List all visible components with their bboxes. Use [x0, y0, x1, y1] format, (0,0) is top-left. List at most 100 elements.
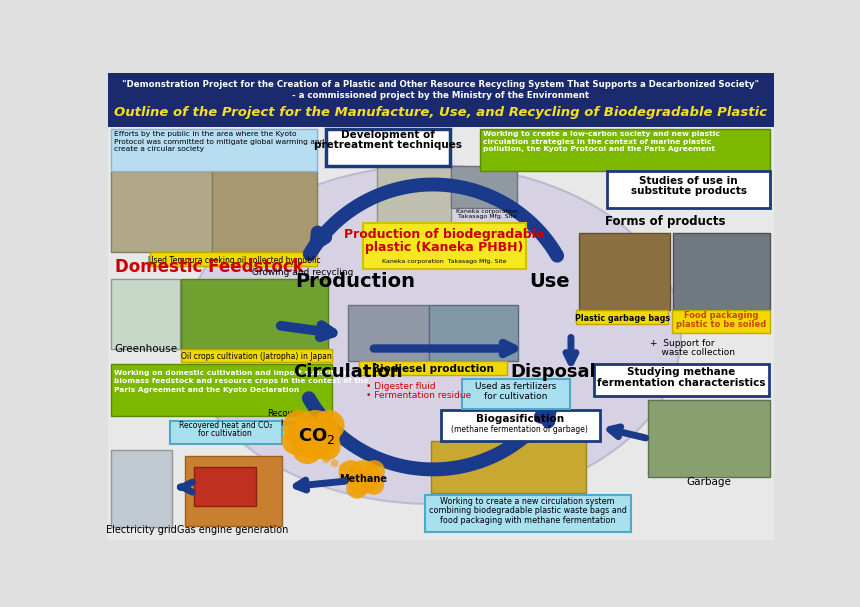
FancyBboxPatch shape	[108, 127, 774, 540]
Text: Circulation: Circulation	[293, 363, 402, 381]
FancyBboxPatch shape	[594, 364, 769, 396]
Text: Plastic garbage bags: Plastic garbage bags	[574, 314, 670, 323]
FancyBboxPatch shape	[194, 467, 256, 506]
Circle shape	[322, 455, 330, 463]
Circle shape	[356, 471, 364, 479]
Text: Kaneka corporation: Kaneka corporation	[457, 209, 518, 214]
Text: Development of: Development of	[341, 129, 435, 140]
FancyBboxPatch shape	[112, 279, 180, 348]
Text: Forms of products: Forms of products	[605, 215, 726, 228]
Text: Working to create a low-carbon society and new plastic: Working to create a low-carbon society a…	[482, 131, 720, 137]
Circle shape	[282, 427, 310, 455]
FancyBboxPatch shape	[451, 166, 517, 208]
FancyBboxPatch shape	[480, 129, 770, 171]
FancyBboxPatch shape	[579, 233, 670, 310]
Text: Used Tempura cooking oil collected by public: Used Tempura cooking oil collected by pu…	[148, 256, 320, 265]
FancyBboxPatch shape	[429, 305, 519, 361]
FancyBboxPatch shape	[363, 223, 526, 269]
FancyBboxPatch shape	[347, 305, 429, 361]
Text: waste collection: waste collection	[650, 348, 735, 357]
FancyBboxPatch shape	[112, 450, 172, 527]
Text: Protocol was committed to mitigate global warming and: Protocol was committed to mitigate globa…	[114, 138, 324, 144]
FancyBboxPatch shape	[673, 233, 770, 310]
Text: circulation strategies in the context of marine plastic: circulation strategies in the context of…	[482, 138, 711, 144]
Text: Oil crops cultivation (Jatropha) in Japan: Oil crops cultivation (Jatropha) in Japa…	[181, 353, 332, 362]
FancyBboxPatch shape	[425, 495, 630, 532]
Text: (methane fermentation of garbage): (methane fermentation of garbage)	[452, 426, 588, 435]
Text: plastic (Kaneka PHBH): plastic (Kaneka PHBH)	[366, 241, 524, 254]
FancyBboxPatch shape	[169, 421, 282, 444]
Text: Food packaging: Food packaging	[684, 311, 759, 320]
Text: Kaneka corporation  Takasago Mfg. Site: Kaneka corporation Takasago Mfg. Site	[383, 259, 507, 264]
FancyBboxPatch shape	[185, 456, 282, 526]
Text: Working to create a new circulation system: Working to create a new circulation syst…	[440, 497, 615, 506]
Text: Biogasification: Biogasification	[476, 413, 564, 424]
Text: plastic to be soiled: plastic to be soiled	[676, 320, 766, 329]
Circle shape	[339, 460, 363, 485]
FancyBboxPatch shape	[462, 379, 570, 409]
FancyBboxPatch shape	[440, 410, 599, 441]
Circle shape	[283, 410, 316, 444]
Text: combining biodegradable plastic waste bags and: combining biodegradable plastic waste ba…	[428, 506, 626, 515]
Circle shape	[331, 459, 339, 467]
Circle shape	[314, 410, 345, 441]
Text: Efforts by the public in the area where the Kyoto: Efforts by the public in the area where …	[114, 131, 296, 137]
FancyBboxPatch shape	[607, 171, 770, 208]
Text: pretreatment techniques: pretreatment techniques	[314, 140, 462, 149]
Text: Biodiesel production: Biodiesel production	[372, 364, 494, 375]
FancyBboxPatch shape	[432, 441, 587, 493]
FancyBboxPatch shape	[359, 361, 507, 375]
Text: Studies of use in: Studies of use in	[640, 175, 738, 186]
Text: • Digester fluid: • Digester fluid	[366, 382, 435, 390]
Text: Working on domestic cultivation and import substitution of: Working on domestic cultivation and impo…	[114, 370, 368, 376]
FancyBboxPatch shape	[112, 129, 316, 171]
Text: Growing and recycling: Growing and recycling	[249, 268, 353, 277]
Text: • Fermentation residue: • Fermentation residue	[366, 391, 470, 400]
FancyBboxPatch shape	[576, 310, 668, 324]
Text: pollution, the Kyoto Protocol and the Paris Agreement: pollution, the Kyoto Protocol and the Pa…	[482, 146, 715, 152]
Text: Electricity grid: Electricity grid	[107, 525, 177, 535]
Text: food packaging with methane fermentation: food packaging with methane fermentation	[439, 515, 615, 524]
Text: for cultivation: for cultivation	[484, 392, 548, 401]
Text: Gas engine generation: Gas engine generation	[177, 525, 289, 535]
Text: Studying methane: Studying methane	[627, 367, 735, 378]
Text: - a commissioned project by the Ministry of the Environment: - a commissioned project by the Ministry…	[292, 90, 589, 100]
Text: +  Support for: + Support for	[650, 339, 715, 348]
Text: Paris Agreement and the Kyoto Declaration: Paris Agreement and the Kyoto Declaratio…	[114, 387, 300, 393]
Text: create a circular society: create a circular society	[114, 146, 204, 152]
Text: Use: Use	[529, 272, 569, 291]
Circle shape	[364, 475, 384, 495]
Circle shape	[347, 477, 368, 498]
Text: Greenhouse: Greenhouse	[114, 344, 177, 354]
FancyBboxPatch shape	[212, 171, 316, 253]
FancyBboxPatch shape	[150, 253, 316, 266]
Circle shape	[347, 460, 380, 494]
Text: Outline of the Project for the Manufacture, Use, and Recycling of Biodegradable : Outline of the Project for the Manufactu…	[114, 106, 767, 120]
Text: biomass feedstock and resource crops in the context of the: biomass feedstock and resource crops in …	[114, 378, 369, 384]
FancyBboxPatch shape	[181, 348, 332, 362]
Text: CO$_2$: CO$_2$	[298, 426, 335, 446]
FancyBboxPatch shape	[378, 166, 451, 224]
FancyBboxPatch shape	[181, 279, 329, 348]
FancyBboxPatch shape	[672, 310, 770, 333]
Circle shape	[313, 432, 341, 460]
Text: Methane: Methane	[339, 473, 387, 484]
Text: Recovered heat and CO₂: Recovered heat and CO₂	[179, 421, 272, 430]
Ellipse shape	[185, 165, 681, 504]
Text: Production of biodegradable: Production of biodegradable	[345, 228, 544, 242]
Text: Garbage: Garbage	[686, 476, 731, 487]
Circle shape	[292, 433, 323, 464]
FancyBboxPatch shape	[108, 73, 774, 127]
FancyBboxPatch shape	[112, 171, 212, 253]
Text: Production: Production	[296, 272, 415, 291]
Circle shape	[347, 467, 355, 475]
Text: for cultivation: for cultivation	[199, 429, 252, 438]
Text: Disposal: Disposal	[510, 363, 596, 381]
Text: Recovered
heat: Recovered heat	[267, 409, 312, 429]
Circle shape	[339, 463, 347, 471]
Circle shape	[291, 410, 340, 459]
Text: Used as fertilizers: Used as fertilizers	[476, 382, 556, 390]
FancyBboxPatch shape	[648, 400, 770, 477]
Circle shape	[363, 460, 385, 482]
FancyBboxPatch shape	[326, 129, 450, 166]
